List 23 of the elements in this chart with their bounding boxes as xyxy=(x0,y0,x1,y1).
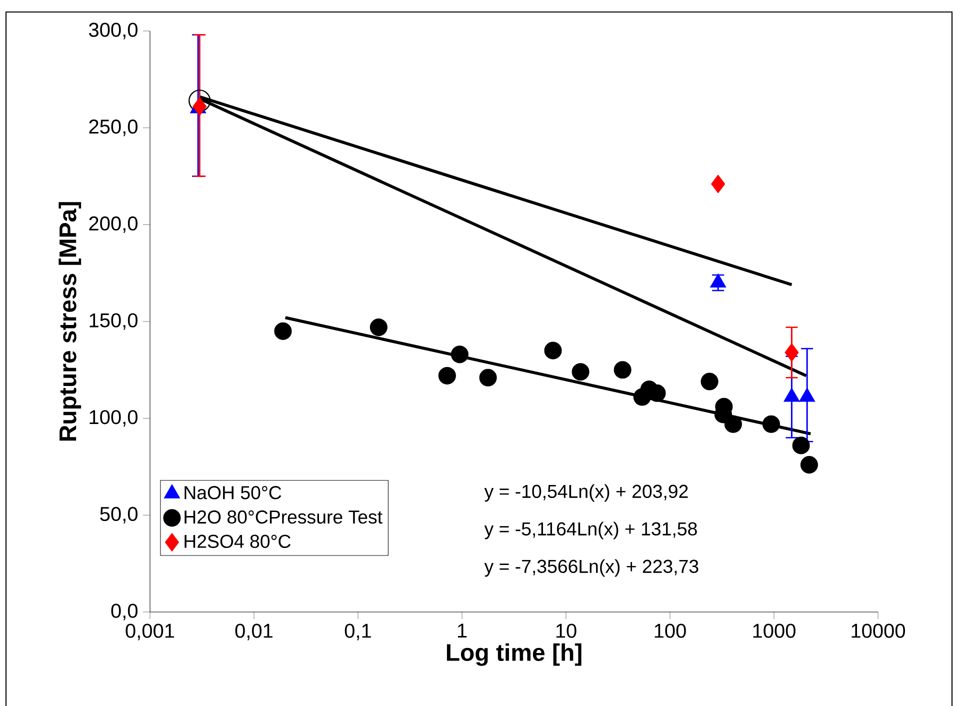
x-tick-label: 0,001 xyxy=(126,624,174,640)
y-tick-label: 150,0 xyxy=(90,313,138,330)
x-tick-label: 0,1 xyxy=(344,624,371,640)
legend-label: H2SO4 80°C xyxy=(184,534,291,548)
y-tick-label: 250,0 xyxy=(89,120,138,136)
x-axis-title: Log time [h] xyxy=(446,643,582,666)
annotation: y = -5,1164Ln(x) + 131,58 xyxy=(484,522,697,540)
y-tick-label: 100,0 xyxy=(90,410,138,427)
x-tick-label: 100 xyxy=(654,624,686,638)
legend-label: H2O 80°CPressure Test xyxy=(184,510,382,524)
annotation: y = -10,54Ln(x) + 203,92 xyxy=(484,484,688,502)
y-axis-title: Rupture stress [MPa] xyxy=(58,202,82,441)
x-tick-label: 0,01 xyxy=(235,624,272,640)
y-tick-label: 50,0 xyxy=(100,506,138,524)
x-tick-label: 1000 xyxy=(753,624,796,638)
x-tick-label: 1 xyxy=(458,624,467,638)
x-tick-label: 10000 xyxy=(852,624,906,638)
x-tick-label: 10 xyxy=(556,624,576,638)
annotation: y = -7,3566Ln(x) + 223,73 xyxy=(484,559,698,577)
y-tick-label: 0,0 xyxy=(111,604,138,620)
y-tick-label: 300,0 xyxy=(88,22,138,40)
y-tick-label: 200,0 xyxy=(89,216,138,233)
legend-label: NaOH 50°C xyxy=(184,486,282,500)
